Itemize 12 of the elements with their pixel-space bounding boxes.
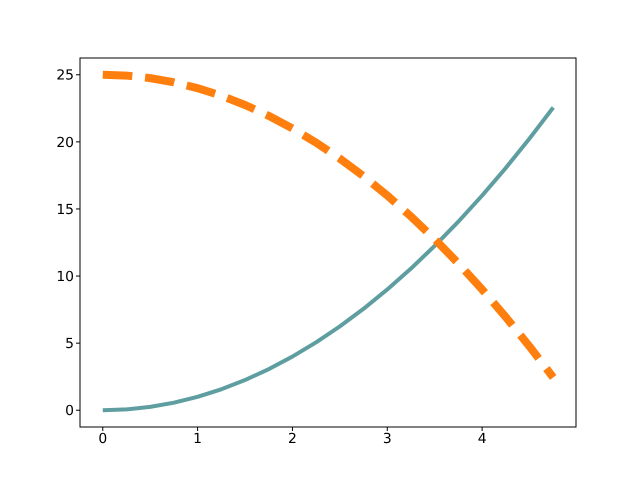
- line-series: [100, 106, 556, 412]
- x-tick-label: 4: [478, 430, 487, 447]
- y-tick-label: 15: [56, 202, 74, 218]
- x-tick-label: 0: [98, 430, 108, 447]
- y-tick-label: 25: [56, 68, 74, 84]
- x-tick-label: 2: [288, 430, 297, 447]
- x-tick-label: 3: [382, 430, 392, 447]
- y-tick-label: 10: [56, 268, 74, 285]
- y-tick-label: 0: [65, 403, 74, 420]
- y-tick-label: 20: [56, 134, 74, 151]
- y-tick-label: 5: [65, 336, 74, 352]
- x-tick-label: 1: [193, 430, 202, 447]
